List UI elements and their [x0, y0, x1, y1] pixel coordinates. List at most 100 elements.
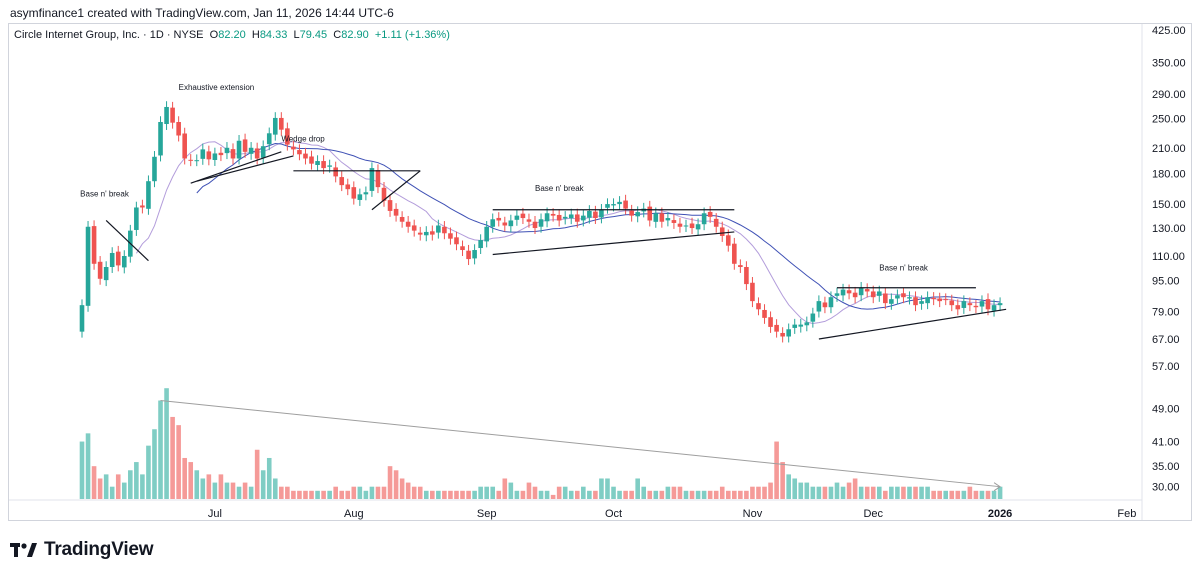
- candle-body: [997, 303, 1003, 306]
- candle-body: [472, 250, 477, 259]
- volume-bar: [490, 486, 496, 499]
- candle-body: [774, 324, 779, 332]
- time-tick-label: Aug: [344, 508, 364, 520]
- candle-body: [913, 297, 918, 306]
- volume-bar: [967, 486, 973, 499]
- price-tick-label: 95.00: [1152, 276, 1180, 288]
- candle-body: [858, 287, 864, 296]
- time-tick-label: Oct: [605, 508, 622, 520]
- volume-bar: [931, 490, 936, 499]
- candle-body: [411, 225, 417, 231]
- candle-body: [85, 226, 91, 306]
- candle-body: [526, 219, 532, 222]
- volume-bar: [266, 457, 272, 499]
- volume-bar: [870, 486, 876, 499]
- trend-line: [492, 231, 735, 256]
- candle-body: [327, 165, 332, 167]
- candle-body: [309, 156, 314, 164]
- candle-body: [738, 265, 743, 268]
- candle-body: [695, 224, 701, 230]
- candle-body: [828, 297, 834, 308]
- volume-bar: [478, 486, 483, 499]
- volume-bar: [768, 482, 773, 499]
- candle-body: [134, 207, 139, 230]
- candle-body: [683, 225, 689, 227]
- volume-bar: [472, 490, 477, 499]
- volume-bar: [973, 490, 979, 499]
- volume-bar: [484, 486, 489, 499]
- candle-body: [967, 303, 973, 306]
- trend-line: [190, 151, 282, 184]
- candle-body: [744, 267, 749, 285]
- candle-body: [538, 219, 544, 227]
- volume-bar: [574, 490, 580, 499]
- candle-body: [297, 150, 302, 155]
- candle-body: [623, 200, 628, 209]
- low-label: L: [293, 29, 300, 41]
- candle-body: [689, 223, 695, 229]
- candle-body: [152, 156, 157, 182]
- volume-bar: [297, 490, 302, 499]
- volume-bar: [997, 486, 1003, 499]
- candle-body: [236, 140, 242, 159]
- volume-bar: [840, 486, 846, 499]
- candle-body: [351, 187, 357, 199]
- volume-bar: [109, 486, 115, 499]
- volume-trend-arrowhead: [993, 482, 1001, 492]
- volume-bar: [707, 490, 713, 499]
- volume-bar: [991, 490, 997, 499]
- price-tick-label: 425.00: [1152, 25, 1186, 37]
- candle-body: [677, 223, 683, 227]
- candle-body: [345, 184, 351, 190]
- volume-bar: [913, 486, 918, 499]
- candle-body: [864, 289, 870, 292]
- candle-body: [242, 139, 248, 152]
- time-tick-label: 2026: [988, 508, 1012, 520]
- candle-body: [381, 187, 387, 201]
- volume-bar: [732, 490, 737, 499]
- volume-bar: [544, 490, 550, 499]
- candle-body: [170, 107, 175, 123]
- candle-body: [436, 225, 441, 233]
- volume-bar: [206, 474, 212, 499]
- candle-body: [423, 231, 429, 236]
- tradingview-logo[interactable]: TradingView: [10, 539, 154, 561]
- candle-body: [937, 298, 942, 302]
- volume-bar: [822, 486, 828, 499]
- volume-bar: [750, 486, 755, 499]
- volume-bar: [955, 490, 961, 499]
- volume-bar: [152, 429, 157, 499]
- volume-bar: [828, 486, 834, 499]
- low-value: 79.45: [299, 29, 328, 41]
- volume-bar: [454, 490, 459, 499]
- candle-body: [91, 226, 97, 264]
- volume-bar: [333, 486, 338, 499]
- volume-bar: [466, 490, 471, 499]
- volume-bar: [695, 490, 701, 499]
- price-tick-label: 180.00: [1152, 169, 1186, 181]
- volume-bar: [496, 490, 502, 499]
- candle-body: [810, 313, 816, 322]
- candle-body: [430, 231, 435, 235]
- candle-body: [707, 211, 713, 217]
- volume-bar: [103, 474, 109, 499]
- volume-bar: [188, 462, 194, 499]
- volume-bar: [399, 478, 405, 499]
- candle-body: [556, 214, 562, 221]
- volume-bar: [562, 486, 568, 499]
- volume-bar: [315, 490, 320, 499]
- candle-body: [333, 167, 338, 177]
- volume-bar: [901, 486, 906, 499]
- candle-body: [103, 267, 109, 281]
- candle-body: [792, 324, 798, 328]
- volume-bar: [774, 441, 779, 499]
- candle-body: [647, 206, 653, 221]
- candle-body: [369, 168, 375, 191]
- volume-bar: [738, 490, 743, 499]
- candle-body: [756, 303, 761, 310]
- candle-body: [762, 309, 767, 318]
- volume-bar: [230, 482, 236, 499]
- candle-body: [321, 161, 326, 169]
- candle-body: [834, 293, 840, 296]
